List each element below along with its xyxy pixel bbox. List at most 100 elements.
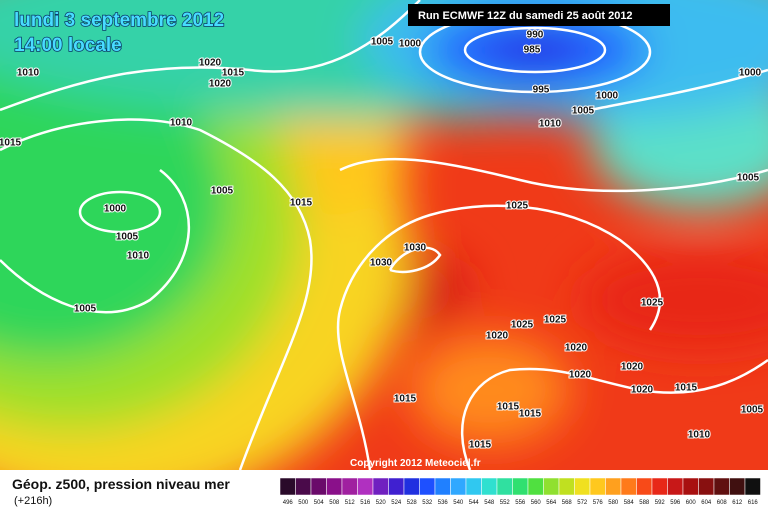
scale-swatch (651, 477, 668, 496)
scale-label: 536 (438, 500, 449, 506)
scale-swatch (403, 477, 420, 496)
scale-label: 524 (391, 500, 402, 506)
isobar-label: 1010 (539, 119, 562, 130)
scale-swatch (574, 477, 591, 496)
scale-label: 608 (717, 500, 728, 506)
scale-swatch (450, 477, 467, 496)
scale-swatch (698, 477, 715, 496)
scale-label: 540 (453, 500, 464, 506)
scale-label: 596 (670, 500, 681, 506)
color-scale: 496 500 504 508 512 516 520 524 528 532 536 540 544 5… (279, 477, 761, 506)
scale-swatch (295, 477, 312, 496)
run-box (408, 4, 670, 26)
isobar-label: 1015 (469, 440, 492, 451)
scale-swatch (636, 477, 653, 496)
scale-swatch (512, 477, 529, 496)
scale-label: 612 (732, 500, 743, 506)
isobar-label: 1020 (199, 58, 222, 69)
isobar-label: 1005 (371, 37, 394, 48)
date-title: lundi 3 septembre 2012 (14, 10, 224, 31)
isobar-label: 1015 (394, 394, 417, 405)
scale-label: 552 (500, 500, 511, 506)
scale-swatch (667, 477, 684, 496)
isobar-label: 1005 (737, 173, 760, 184)
scale-swatch (481, 477, 498, 496)
scale-label: 600 (686, 500, 697, 506)
isobar-label: 1005 (211, 186, 234, 197)
isobar-label: 1015 (497, 402, 520, 413)
isobar-label: 1025 (544, 315, 567, 326)
isobar-label: 1015 (0, 138, 22, 149)
scale-label: 568 (562, 500, 573, 506)
scale-swatch (605, 477, 622, 496)
scale-label: 584 (624, 500, 635, 506)
isobar-label: 1020 (621, 362, 644, 373)
isobar-label: 990 (527, 30, 544, 41)
scale-swatch (527, 477, 544, 496)
isobar-label: 1020 (486, 331, 509, 342)
isobar-label: 1010 (127, 251, 150, 262)
isobar-label: 1010 (170, 118, 193, 129)
scale-swatch (620, 477, 637, 496)
scale-swatch (279, 477, 296, 496)
isobar-label: 1010 (17, 68, 40, 79)
scale-swatch (543, 477, 560, 496)
isobar-label: 1005 (74, 304, 97, 315)
run-label: Run ECMWF 12Z du samedi 25 août 2012 (418, 10, 633, 22)
isobar-label: 1015 (519, 409, 542, 420)
isobar-label: 985 (524, 45, 541, 56)
isobar-label: 1030 (404, 243, 427, 254)
scale-label: 564 (546, 500, 557, 506)
scale-label: 500 (298, 500, 309, 506)
scale-swatch (434, 477, 451, 496)
isobar-lines (0, 0, 768, 470)
copyright: Copyright 2012 Meteociel.fr (350, 458, 481, 469)
scale-label: 512 (345, 500, 356, 506)
scale-swatch (310, 477, 327, 496)
isobar-label: 1010 (688, 430, 711, 441)
scale-swatch (589, 477, 606, 496)
scale-swatch (729, 477, 746, 496)
scale-label: 572 (577, 500, 588, 506)
scale-swatch (419, 477, 436, 496)
isobar-label: 1020 (209, 79, 232, 90)
scale-label: 520 (376, 500, 387, 506)
scale-swatch (372, 477, 389, 496)
scale-swatch (744, 477, 761, 496)
isobar-label: 1025 (511, 320, 534, 331)
isobar-label: 1025 (506, 201, 529, 212)
scale-swatch (357, 477, 374, 496)
scale-swatch (558, 477, 575, 496)
isobar-label: 1000 (596, 91, 619, 102)
isobar-label: 995 (533, 85, 550, 96)
scale-label: 528 (407, 500, 418, 506)
scale-swatch (465, 477, 482, 496)
isobar-label: 1005 (116, 232, 139, 243)
isobar-labels: 1005 100099098599510001005101010001010102… (0, 29, 765, 452)
scale-label: 560 (531, 500, 542, 506)
scale-label: 548 (484, 500, 495, 506)
scale-swatch (326, 477, 343, 496)
scale-label: 504 (314, 500, 325, 506)
scale-label: 516 (360, 500, 371, 506)
isobar-label: 1030 (370, 258, 393, 269)
scale-swatch (388, 477, 405, 496)
isobar-label: 1020 (569, 370, 592, 381)
scale-label: 592 (655, 500, 666, 506)
scale-swatch (713, 477, 730, 496)
isobar-label: 1020 (565, 343, 588, 354)
scale-label: 576 (593, 500, 604, 506)
isobar-label: 1015 (222, 68, 245, 79)
legend-subtitle: (+216h) (14, 495, 52, 507)
scale-label: 496 (283, 500, 294, 506)
isobar-label: 1000 (739, 68, 762, 79)
scale-swatch (341, 477, 358, 496)
isobar-label: 1005 (572, 106, 595, 117)
time-title: 14:00 locale (14, 35, 122, 56)
scale-label: 544 (469, 500, 480, 506)
scale-swatch (496, 477, 513, 496)
isobar-label: 1000 (399, 39, 422, 50)
